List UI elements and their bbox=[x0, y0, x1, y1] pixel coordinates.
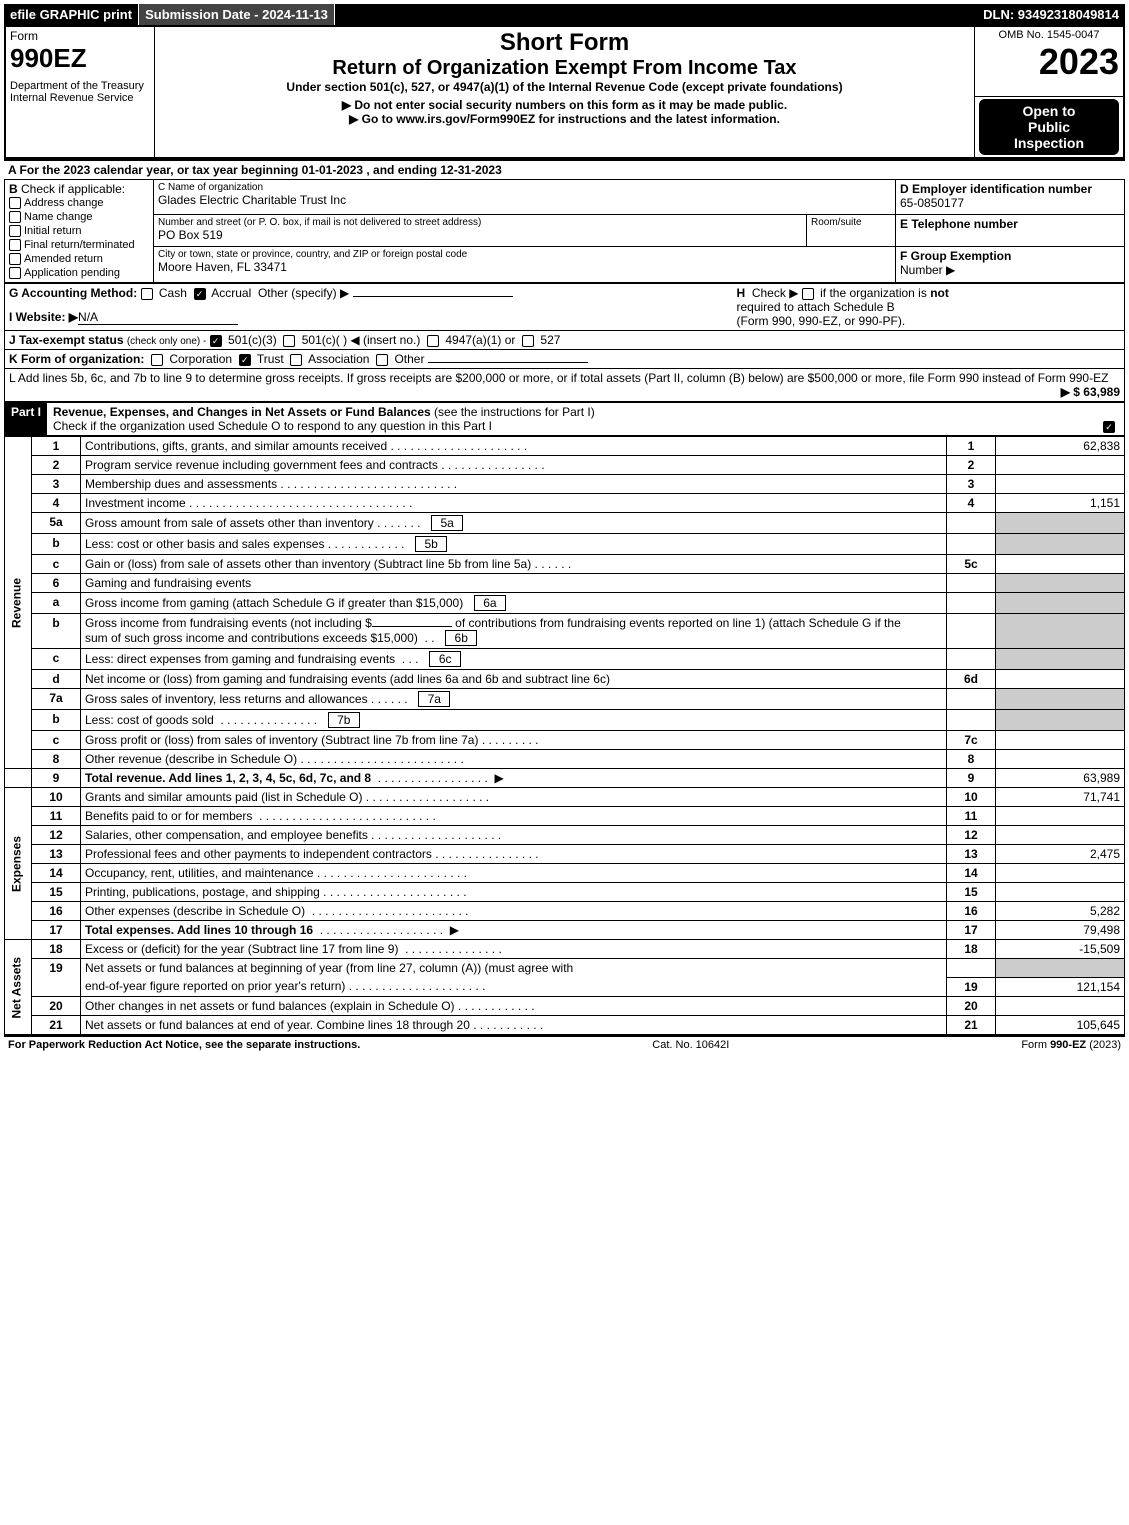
chk-amended[interactable]: Amended return bbox=[9, 252, 149, 266]
chk-name-change[interactable]: Name change bbox=[9, 210, 149, 224]
form-number: 990EZ bbox=[10, 43, 150, 74]
section-l-text: L Add lines 5b, 6c, and 7b to line 9 to … bbox=[9, 371, 1108, 385]
ein-label: D Employer identification number bbox=[900, 182, 1092, 196]
form-ref: Form 990-EZ (2023) bbox=[1021, 1039, 1121, 1051]
omb-number: OMB No. 1545-0047 bbox=[979, 29, 1119, 41]
group-exemption-number: Number ▶ bbox=[900, 263, 955, 277]
gh-section: G Accounting Method: Cash Accrual Other … bbox=[4, 283, 1125, 402]
line-13-amt: 2,475 bbox=[996, 845, 1125, 864]
form-of-org-label: K Form of organization: bbox=[9, 352, 144, 366]
chk-accrual[interactable] bbox=[194, 288, 206, 300]
tax-exempt-label: J Tax-exempt status bbox=[9, 333, 124, 347]
city-value: Moore Haven, FL 33471 bbox=[158, 260, 891, 274]
accounting-method-row: G Accounting Method: Cash Accrual Other … bbox=[9, 286, 729, 300]
ein-value: 65-0850177 bbox=[900, 196, 964, 210]
part-i-table: Revenue 1 Contributions, gifts, grants, … bbox=[4, 436, 1125, 1035]
chk-schedule-o-part-i[interactable] bbox=[1103, 421, 1115, 433]
phone-label: E Telephone number bbox=[900, 217, 1018, 231]
org-info-table: B Check if applicable: Address change Na… bbox=[4, 179, 1125, 284]
side-net-assets: Net Assets bbox=[5, 940, 32, 1035]
main-title: Return of Organization Exempt From Incom… bbox=[159, 57, 970, 80]
ssn-warning: ▶ Do not enter social security numbers o… bbox=[159, 98, 970, 112]
section-b-label: B bbox=[9, 182, 18, 196]
open-to-public-badge: Open to Public Inspection bbox=[979, 99, 1119, 155]
name-label: C Name of organization bbox=[158, 182, 891, 193]
side-revenue: Revenue bbox=[5, 437, 32, 769]
side-expenses: Expenses bbox=[5, 788, 32, 940]
dln: DLN: 93492318049814 bbox=[977, 4, 1125, 25]
gross-receipts-amount: ▶ $ 63,989 bbox=[1061, 385, 1120, 399]
short-form-title: Short Form bbox=[159, 29, 970, 57]
city-label: City or town, state or province, country… bbox=[158, 249, 891, 260]
chk-app-pending[interactable]: Application pending bbox=[9, 266, 149, 280]
chk-initial-return[interactable]: Initial return bbox=[9, 224, 149, 238]
submission-date: Submission Date - 2024-11-13 bbox=[139, 4, 335, 25]
line-16-amt: 5,282 bbox=[996, 902, 1125, 921]
form-label: Form bbox=[10, 29, 150, 43]
room-label: Room/suite bbox=[811, 217, 891, 228]
chk-final-return[interactable]: Final return/terminated bbox=[9, 238, 149, 252]
section-h-label: H bbox=[737, 286, 746, 300]
chk-501c[interactable] bbox=[283, 335, 295, 347]
irs-label: Internal Revenue Service bbox=[10, 92, 150, 104]
line-1-num: 1 bbox=[32, 437, 81, 456]
line-18-amt: -15,509 bbox=[996, 940, 1125, 959]
line-4-amt: 1,151 bbox=[996, 494, 1125, 513]
chk-address-change[interactable]: Address change bbox=[9, 196, 149, 210]
chk-association[interactable] bbox=[290, 354, 302, 366]
org-name: Glades Electric Charitable Trust Inc bbox=[158, 193, 891, 207]
form-header: Form 990EZ Department of the Treasury In… bbox=[4, 25, 1125, 159]
tax-year: 2023 bbox=[979, 41, 1119, 83]
line-21-amt: 105,645 bbox=[996, 1015, 1125, 1034]
line-17-amt: 79,498 bbox=[996, 921, 1125, 940]
line-9-amt: 63,989 bbox=[996, 769, 1125, 788]
topbar: efile GRAPHIC print Submission Date - 20… bbox=[4, 4, 1125, 25]
cat-no: Cat. No. 10642I bbox=[652, 1039, 729, 1051]
chk-cash[interactable] bbox=[141, 288, 153, 300]
part-i-header: Part I Revenue, Expenses, and Changes in… bbox=[4, 402, 1125, 436]
line-19-amt: 121,154 bbox=[996, 977, 1125, 996]
chk-4947[interactable] bbox=[427, 335, 439, 347]
line-1-amt: 62,838 bbox=[996, 437, 1125, 456]
goto-link-row: ▶ Go to www.irs.gov/Form990EZ for instru… bbox=[159, 112, 970, 126]
group-exemption-label: F Group Exemption bbox=[900, 249, 1011, 263]
chk-trust[interactable] bbox=[239, 354, 251, 366]
street-value: PO Box 519 bbox=[158, 228, 802, 242]
website-row: I Website: ▶N/A bbox=[9, 310, 729, 325]
chk-501c3[interactable] bbox=[210, 335, 222, 347]
row-a-tax-year: A For the 2023 calendar year, or tax yea… bbox=[4, 159, 1125, 179]
efile-label[interactable]: efile GRAPHIC print bbox=[4, 4, 139, 25]
chk-527[interactable] bbox=[522, 335, 534, 347]
subtitle: Under section 501(c), 527, or 4947(a)(1)… bbox=[159, 80, 970, 94]
check-if-applicable: Check if applicable: bbox=[21, 182, 125, 196]
chk-other-org[interactable] bbox=[376, 354, 388, 366]
part-i-label: Part I bbox=[5, 403, 47, 435]
paperwork-notice: For Paperwork Reduction Act Notice, see … bbox=[8, 1039, 360, 1051]
chk-corporation[interactable] bbox=[151, 354, 163, 366]
page-footer: For Paperwork Reduction Act Notice, see … bbox=[4, 1035, 1125, 1053]
dept-label: Department of the Treasury bbox=[10, 80, 150, 92]
line-10-amt: 71,741 bbox=[996, 788, 1125, 807]
chk-schedule-b[interactable] bbox=[802, 288, 814, 300]
street-label: Number and street (or P. O. box, if mail… bbox=[158, 217, 802, 228]
